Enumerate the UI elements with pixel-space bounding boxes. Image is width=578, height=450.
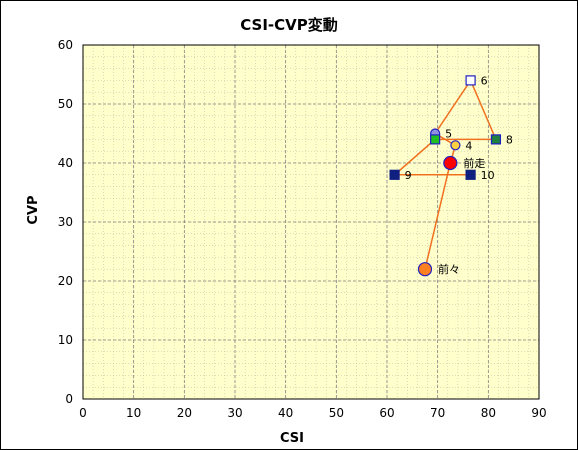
point-marker-circle <box>417 262 433 277</box>
x-axis-label: CSI <box>280 431 304 446</box>
data-points <box>389 75 502 277</box>
point-marker-square <box>465 169 476 180</box>
y-tick-label: 20 <box>58 274 73 288</box>
point-label: 6 <box>481 74 488 87</box>
x-tick-label: 0 <box>79 406 87 420</box>
point-label: 10 <box>481 169 495 182</box>
x-tick-label: 10 <box>126 406 141 420</box>
point-marker-circle <box>450 140 461 151</box>
point-label: 前々 <box>438 262 460 276</box>
y-tick-label: 50 <box>58 97 73 111</box>
y-tick-label: 0 <box>65 392 73 406</box>
x-tick-label: 60 <box>379 406 394 420</box>
x-tick-label: 90 <box>531 406 546 420</box>
x-tick-label: 70 <box>430 406 445 420</box>
point-marker-circle <box>443 155 458 171</box>
point-marker-square <box>430 134 441 145</box>
x-tick-label: 80 <box>481 406 496 420</box>
chart-title: CSI-CVP変動 <box>240 16 338 34</box>
y-tick-label: 60 <box>58 38 73 52</box>
y-tick-labels: 0 10 20 30 40 50 60 <box>58 38 73 406</box>
plot-border <box>82 44 540 400</box>
x-tick-labels: 0 10 20 30 40 50 60 70 80 90 <box>79 406 546 420</box>
point-marker-square <box>490 134 502 145</box>
point-label: 4 <box>465 139 472 152</box>
point-marker-square <box>389 169 400 180</box>
point-label: 5 <box>445 128 452 141</box>
grid-lines <box>82 44 540 400</box>
point-label: 9 <box>405 169 412 182</box>
point-marker-square <box>465 75 476 86</box>
x-tick-label: 30 <box>227 406 242 420</box>
point-label: 前走 <box>463 156 485 170</box>
y-tick-label: 30 <box>58 215 73 229</box>
x-tick-label: 20 <box>177 406 192 420</box>
y-tick-label: 10 <box>58 333 73 347</box>
point-label: 8 <box>506 133 513 146</box>
y-axis-label: CVP <box>26 195 41 224</box>
x-tick-label: 50 <box>329 406 344 420</box>
y-tick-label: 40 <box>58 156 73 170</box>
point-labels: 前々 前走 45 6 8 9 10 <box>405 74 513 276</box>
x-tick-label: 40 <box>278 406 293 420</box>
